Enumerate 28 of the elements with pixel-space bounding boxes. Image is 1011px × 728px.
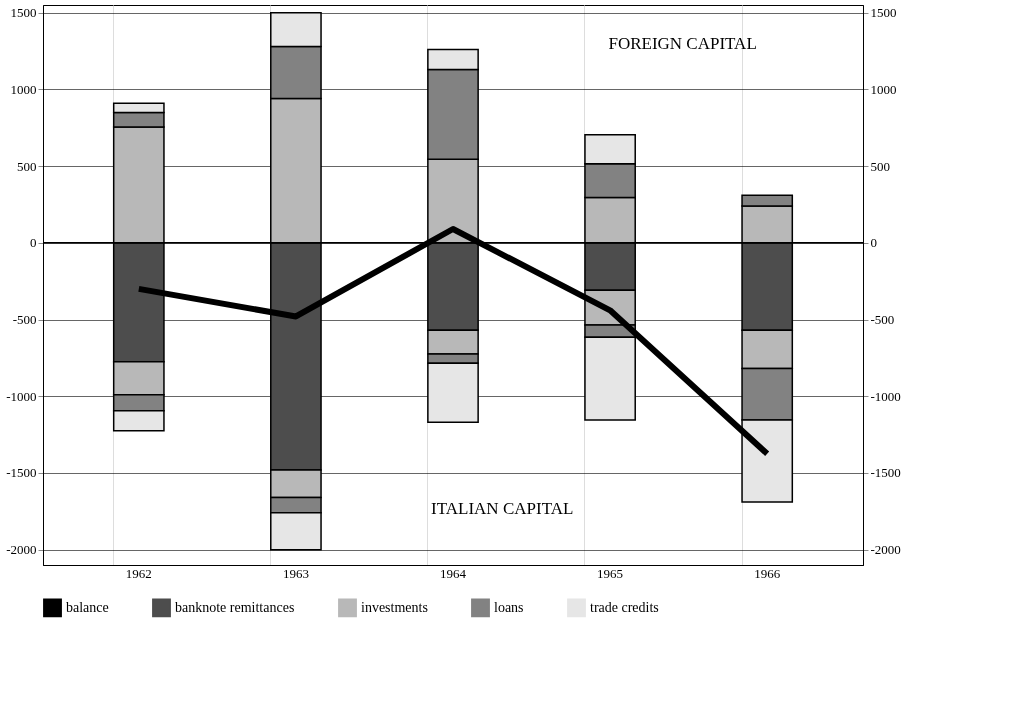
- y2-tick-label: -1500: [870, 465, 901, 481]
- y2-tick-label: -2000: [870, 542, 901, 558]
- legend-label: loans: [494, 599, 524, 615]
- annotation: FOREIGN CAPITAL: [608, 34, 757, 54]
- y-tick-label: 1500: [10, 5, 37, 21]
- legend-label: banknote remittances: [175, 599, 295, 615]
- x-tick-label: 1963: [282, 565, 309, 581]
- legend-label: balance: [66, 599, 109, 615]
- y-tick-label: -1000: [6, 388, 37, 404]
- y-tick-label: -2000: [6, 542, 37, 558]
- y2-tick-label: -500: [870, 312, 895, 328]
- legend-label: investments: [361, 599, 428, 615]
- y-tick-label: -500: [12, 312, 37, 328]
- y-tick-label: 1000: [10, 81, 37, 97]
- y2-tick-label: 500: [870, 158, 890, 174]
- y-tick-label: 0: [30, 235, 37, 251]
- x-tick-label: 1966: [754, 565, 781, 581]
- annotation: ITALIAN CAPITAL: [431, 499, 574, 518]
- y-tick-label: -1500: [6, 465, 37, 481]
- x-tick-label: 1965: [597, 565, 624, 581]
- y2-tick-label: 0: [870, 235, 877, 251]
- y2-tick-label: -1000: [870, 388, 901, 404]
- legend-label: trade credits: [590, 599, 659, 615]
- y-tick-label: 500: [17, 158, 37, 174]
- x-tick-label: 1962: [125, 565, 152, 581]
- y2-tick-label: 1500: [870, 5, 897, 21]
- x-tick-label: 1964: [440, 565, 467, 581]
- y2-tick-label: 1000: [870, 81, 897, 97]
